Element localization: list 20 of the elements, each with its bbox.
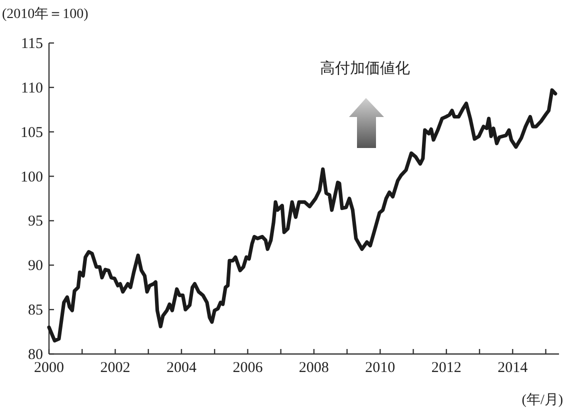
y-tick-label: 90 — [28, 258, 43, 274]
x-tick-label: 2004 — [166, 360, 197, 376]
y-tick-label: 80 — [28, 347, 43, 363]
x-tick-label: 2000 — [34, 360, 64, 376]
x-tick-label: 2002 — [100, 360, 130, 376]
x-tick-label: 2008 — [298, 360, 329, 376]
line-series — [47, 88, 558, 342]
y-tick-label: 105 — [20, 124, 43, 141]
x-tick-label: 2012 — [431, 360, 462, 376]
y-tick-label: 85 — [28, 302, 43, 319]
y-tick-label: 115 — [21, 36, 43, 52]
y-tick-label: 110 — [21, 80, 43, 96]
x-tick-label: 2010 — [365, 360, 396, 376]
x-tick-label: 2006 — [232, 360, 264, 376]
annotation: 高付加価値化 — [320, 60, 410, 77]
y-tick-label: 100 — [20, 169, 43, 186]
y-axis-title: (2010年＝100) — [2, 6, 89, 22]
x-axis-title: (年/月) — [522, 392, 564, 408]
x-tick-label: 2014 — [498, 360, 528, 376]
y-tick-label: 95 — [28, 214, 43, 230]
